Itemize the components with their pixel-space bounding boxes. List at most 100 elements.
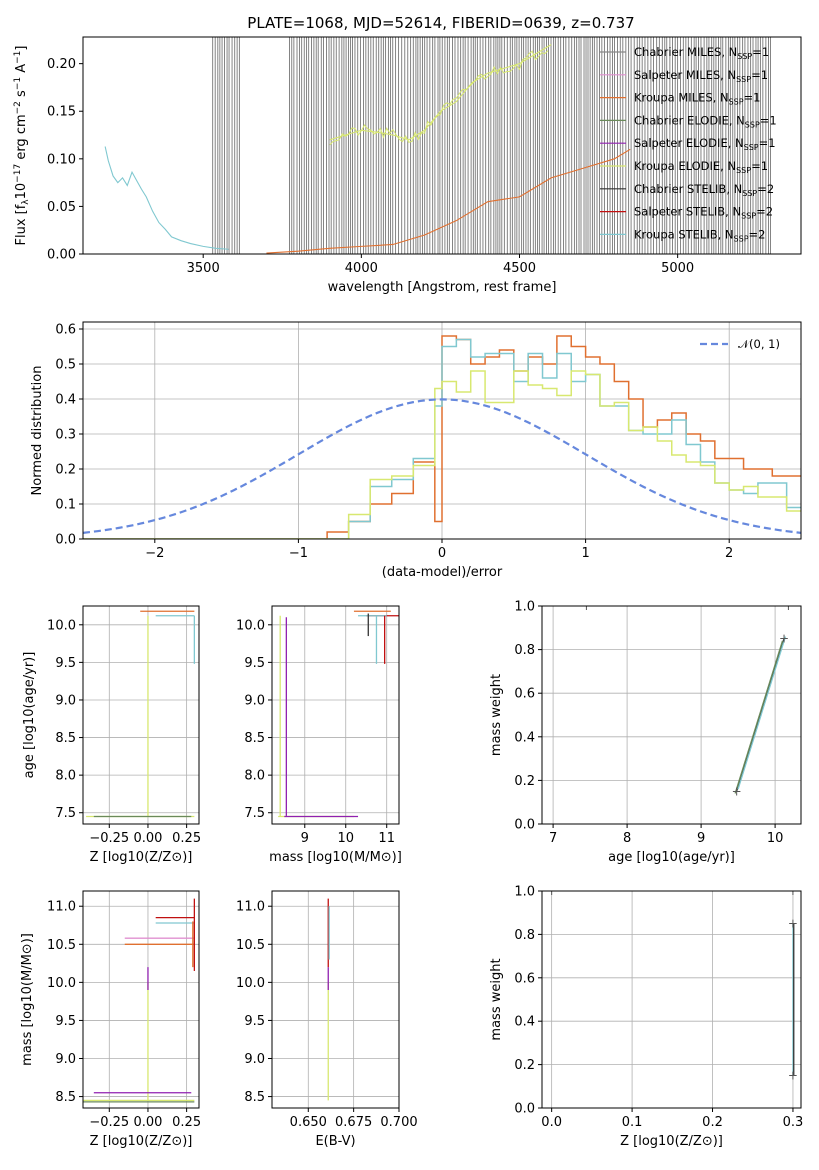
mass-EBV-xlabel: E(B-V) [315,1134,355,1149]
legend-entry: Chabrier ELODIE, NSSP=1 [634,113,777,129]
legend-entry: Kroupa STELIB, NSSP=2 [634,227,765,243]
weight-Z-xtick-label: 0.2 [702,1115,723,1130]
weight-Z-point-marker: + [547,884,557,898]
weight-age-xtick-label: 8 [623,831,631,846]
mass-EBV-axes: 0.650 0.675 0.700 8.5 9.0 9.5 10.0 10.5 11.0 [236,891,418,1130]
age-Z-axes: −0.25 0.00 0.25 7.5 8.0 8.5 9.0 9.5 10.0 [47,606,201,846]
weight-age-xtick-label: 9 [697,831,705,846]
age-Z-xtick-label: 0.25 [172,831,201,846]
weight-age-errorbar [735,638,785,792]
spectrum-xtick-label: 4500 [503,261,536,276]
mass-EBV-xtick-label: 0.700 [380,1115,417,1130]
mass-Z-xtick-label: 0.25 [172,1115,201,1130]
residuals-ytick-label: 0.0 [55,533,76,548]
weight-age-ytick-label: 0.8 [514,643,535,658]
residuals-ytick-label: 0.3 [55,428,76,443]
age-mass-ytick-label: 8.0 [244,769,265,784]
spectrum-xtick-label: 5000 [661,261,694,276]
residuals-axes: −2 −1 0 1 2 0.0 0.1 0.2 0.3 0.4 0.5 0.6 [55,322,801,561]
age-Z-ytick-label: 7.5 [55,806,76,821]
weight-age-ytick-label: 0.4 [514,730,535,745]
residuals-xtick-label: 2 [725,546,733,561]
weight-Z-ytick-label: 0.4 [514,1015,535,1030]
spectrum-xtick-label: 3500 [187,261,220,276]
legend-entry: Salpeter MILES, NSSP=1 [634,68,768,84]
weight-age-xlabel: age [log10(age/yr)] [608,850,735,865]
spectrum-ytick-label: 0.00 [47,248,76,263]
age-mass-ytick-label: 10.0 [236,618,265,633]
weight-Z-ytick-label: 0.2 [514,1058,535,1073]
age-Z-ytick-label: 9.5 [55,656,76,671]
legend-entry: Kroupa MILES, NSSP=1 [634,91,760,107]
weight-Z-ytick-label: 1.0 [514,885,535,900]
age-Z-xlabel: Z [log10(Z/Z⊙)] [90,850,193,865]
mass-Z-ylabel: mass [log10(M/M⊙)] [20,933,35,1066]
residuals-plot [83,335,801,539]
spectrum-series-line [266,148,631,254]
spectrum-series-line [329,44,552,141]
residuals-xtick-label: −2 [145,546,164,561]
weight-age-point-marker: + [732,784,742,798]
residuals-frame [82,321,802,540]
mass-Z-ytick-label: 8.5 [55,1090,76,1105]
age-mass-plot [278,610,399,818]
residuals-ytick-label: 0.6 [55,323,76,338]
weight-Z-ytick-label: 0.0 [514,1102,535,1117]
residuals-xlabel: (data-model)/error [382,565,503,580]
weight-age-point-marker: + [779,632,789,646]
age-Z-ytick-label: 9.0 [55,693,76,708]
weight-age-errorbar [737,636,787,790]
mass-EBV-ytick-label: 10.5 [236,938,265,953]
spectrum-series-line [104,146,229,250]
age-Z-frame [82,605,200,825]
residuals-ytick-label: 0.4 [55,393,76,408]
spectrum-plot [104,37,771,254]
mass-Z-plot [83,898,196,1103]
weight-Z-ylabel: mass weight [489,958,504,1040]
weight-age-ytick-label: 0.2 [514,774,535,789]
spectrum-ytick-label: 0.15 [47,105,76,120]
mass-EBV-xtick-label: 0.675 [335,1115,372,1130]
mass-Z-ytick-label: 9.5 [55,1014,76,1029]
weight-age-xtick-label: 10 [767,831,784,846]
age-Z-plot [86,610,196,818]
normal-curve [83,398,801,534]
residuals-xtick-label: 1 [581,546,589,561]
mass-Z-axes: −0.25 0.00 0.25 8.5 9.0 9.5 10.0 10.5 11.0 [47,891,201,1130]
mass-Z-ytick-label: 10.0 [47,976,76,991]
age-Z-ytick-label: 8.0 [55,769,76,784]
weight-age-errorbar [734,640,784,794]
residuals-xtick-label: 0 [438,546,446,561]
weight-age-xtick-label: 7 [549,831,557,846]
age-mass-ytick-label: 7.5 [244,806,265,821]
weight-Z-xlabel: Z [log10(Z/Z⊙)] [620,1134,723,1149]
figure-title: PLATE=1068, MJD=52614, FIBERID=0639, z=0… [247,14,634,32]
mass-Z-ytick-label: 9.0 [55,1052,76,1067]
mass-EBV-ytick-label: 9.5 [244,1014,265,1029]
spectrum-xtick-label: 4000 [345,261,378,276]
age-mass-ytick-label: 8.5 [244,731,265,746]
residuals-ytick-label: 0.2 [55,463,76,478]
mass-Z-xtick-label: 0.00 [133,1115,162,1130]
weight-Z-ytick-label: 0.6 [514,971,535,986]
mass-Z-ytick-label: 11.0 [47,900,76,915]
weight-age-point-marker: + [783,599,793,613]
mass-Z-frame [82,890,200,1109]
weight-age-plot: + + + + [581,599,793,798]
mass-Z-xtick-label: −0.25 [89,1115,129,1130]
residuals-step-line [83,370,801,539]
legend-entry: Salpeter STELIB, NSSP=2 [634,205,773,221]
weight-age-point-marker: + [581,599,591,613]
mass-Z-ytick-label: 10.5 [47,938,76,953]
weight-age-frame [541,605,802,825]
mass-EBV-xtick-label: 0.650 [290,1115,327,1130]
age-mass-ytick-label: 9.0 [244,693,265,708]
residuals-ylabel: Normed distribution [30,366,45,496]
spectrum-ytick-label: 0.10 [47,152,76,167]
weight-Z-point-marker: + [788,917,798,931]
age-mass-ytick-label: 9.5 [244,656,265,671]
age-mass-frame [271,605,400,825]
age-Z-ylabel: age [log10(age/yr)] [22,652,37,779]
age-Z-ytick-label: 8.5 [55,731,76,746]
